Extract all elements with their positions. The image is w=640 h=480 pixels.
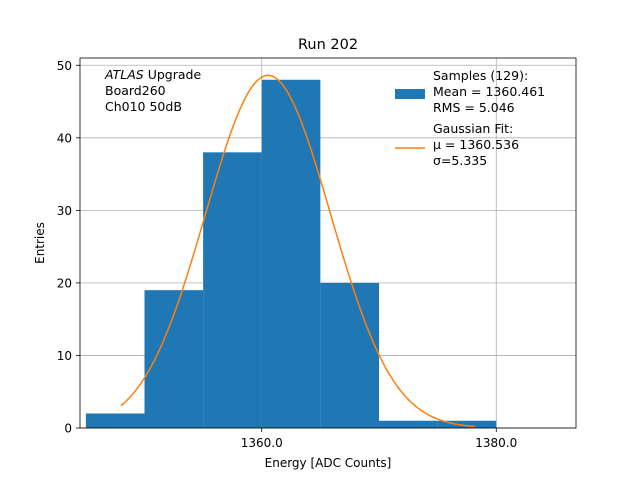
y-tick-label-1: 10 [57,349,72,363]
gaussian-fit-curve [120,74,476,428]
plot-frame [79,57,577,429]
y-tick-label-3: 30 [57,204,72,218]
legend-fit-line-0: Gaussian Fit: [433,121,513,136]
histogram-bar-0 [85,413,145,428]
legend: Samples (129): Mean = 1360.461 RMS = 5.0… [395,68,545,168]
annotation-line-0: ATLAS Upgrade [104,67,201,82]
legend-samples-line-2: RMS = 5.046 [433,100,515,115]
y-tick-label-4: 40 [57,131,72,145]
legend-samples-line-1: Mean = 1360.461 [433,84,545,99]
y-tick-label-5: 50 [57,59,72,73]
histogram-bar-3 [261,79,321,428]
annotation-line-1: Board260 [105,83,166,98]
histogram-bar-2 [203,152,262,428]
legend-fit-line-1: μ = 1360.536 [433,137,519,152]
legend-samples-swatch [395,89,425,99]
histogram-bar-1 [144,290,204,428]
legend-samples-line-0: Samples (129): [433,68,528,83]
axis-ticks: 1360.0 1380.0 0 10 20 30 40 50 [57,59,518,450]
annotation-line-2: Ch010 50dB [105,99,182,114]
legend-fit-line-2: σ=5.335 [433,153,487,168]
x-axis-label: Energy [ADC Counts] [265,456,392,470]
histogram-bar-5 [379,420,438,428]
y-tick-label-2: 20 [57,276,72,290]
y-axis-label: Entries [33,222,47,264]
x-tick-label-1: 1380.0 [475,436,517,450]
y-tick-label-0: 0 [64,422,72,436]
x-tick-label-0: 1360.0 [241,436,283,450]
histogram-bar-4 [320,282,380,428]
chart-title: Run 202 [298,37,358,53]
histogram-bar-6 [437,420,497,428]
atlas-annotation: ATLAS Upgrade Board260 Ch010 50dB [104,67,201,114]
